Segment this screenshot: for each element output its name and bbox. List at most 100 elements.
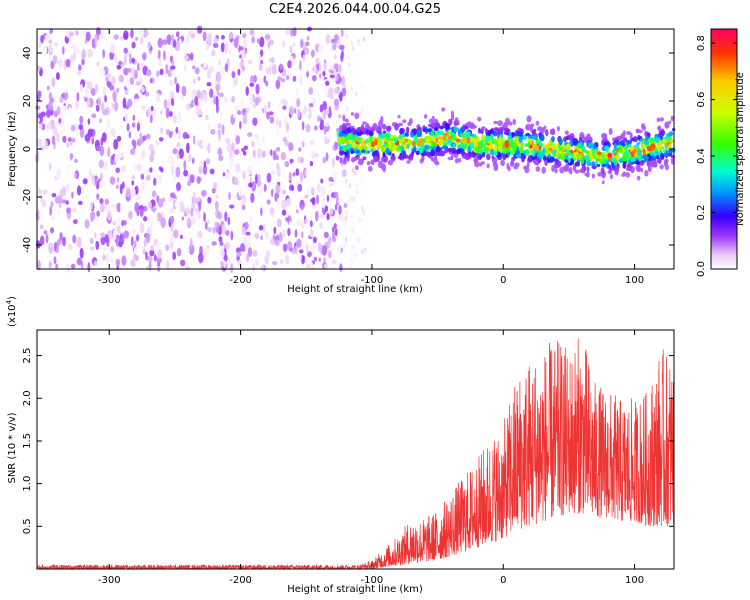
spectrogram-noise-cell [354,170,357,176]
spectrogram-noise-cell [145,36,151,43]
spectrogram-noise-cell [265,230,269,239]
spectrogram-signal-cell [360,149,366,154]
spectrogram-signal-cell [452,143,456,149]
spectrogram-signal-cell [461,136,467,144]
spectrogram-noise-cell [143,216,148,222]
spectrogram-noise-cell [107,117,110,128]
spectrogram-signal-cell [564,130,569,135]
x-tick-label: 0 [500,575,506,586]
spectrogram-noise-cell [46,122,52,131]
spectrogram-signal-cell [630,151,635,158]
spectrogram-signal-cell [399,139,404,145]
spectrogram-noise-cell [50,215,56,221]
spectrogram-signal-cell [647,166,652,171]
spectrogram-noise-cell [205,114,209,121]
spectrogram-noise-cell [53,256,57,265]
spectrogram-signal-cell [664,164,670,171]
spectrogram-noise-cell [296,219,302,226]
spectrogram-signal-cell [385,125,392,132]
spectrogram-signal-cell [611,167,618,171]
spectrogram-signal-cell [616,156,620,161]
spectrogram-signal-cell [518,136,523,143]
spectrogram-noise-cell [249,75,255,84]
spectrogram-noise-cell [282,40,286,47]
spectrogram-noise-cell [211,49,216,57]
spectrogram-noise-cell [105,204,110,214]
spectrogram-signal-cell [603,145,610,152]
spectrogram-signal-cell [380,145,384,153]
spectrogram-noise-cell [357,100,360,106]
spectrogram-noise-cell [125,78,130,90]
spectrogram-noise-cell [157,248,162,259]
spectrogram-noise-cell [330,38,336,44]
spectrogram-noise-cell [209,168,215,175]
colorbar-gradient [710,28,738,270]
x-tick-label: -300 [98,275,121,286]
x-tick-label: -100 [361,275,384,286]
spectrogram-noise-cell [241,209,247,218]
spectrogram-signal-cell [607,170,613,175]
spectrogram-noise-cell [271,63,277,75]
spectrogram-noise-cell [179,234,184,240]
spectrogram-signal-cell [373,155,378,163]
spectrogram-noise-cell [206,68,212,80]
x-tick-label: -200 [229,275,252,286]
spectrogram-signal-cell [431,115,435,123]
spectrogram-noise-cell [102,109,108,116]
spectrogram-signal-cell [493,120,498,125]
spectrogram-noise-cell [91,38,96,49]
spectrogram-noise-cell [62,135,67,143]
spectrogram-noise-cell [112,90,117,102]
spectrogram-noise-cell [73,51,76,61]
spectrogram-noise-cell [163,50,166,61]
spectrogram-noise-cell [319,104,324,113]
spectrogram-noise-cell [99,179,106,188]
spectrogram-signal-cell [435,146,441,153]
spectrogram-signal-cell [383,142,387,148]
spectrogram-noise-cell [147,41,152,50]
spectrogram-noise-cell [112,230,117,241]
spectrogram-noise-cell [273,226,277,235]
spectrogram-noise-cell [265,80,269,87]
y-tick-label: 2.5 [22,348,33,364]
spectrogram-noise-cell [325,138,331,143]
spectrogram-noise-cell [113,34,120,40]
spectrogram-signal-cell [618,147,623,153]
spectrogram-noise-cell [113,138,119,150]
spectrogram-noise-cell [295,168,300,177]
spectrogram-noise-cell [349,257,352,263]
spectrogram-signal-cell [406,143,410,149]
spectrogram-noise-cell [321,199,327,209]
spectrogram-noise-cell [300,231,304,239]
spectrogram-noise-cell [192,60,198,67]
spectrogram-noise-cell [229,204,235,209]
spectrogram-signal-cell [453,153,459,158]
spectrogram-noise-cell [244,221,249,230]
spectrogram-noise-cell [206,220,210,225]
spectrogram-noise-cell [350,204,354,210]
spectrogram-noise-cell [86,97,91,109]
spectrogram-signal-cell [514,150,521,155]
spectrogram-noise-cell [354,253,357,259]
spectrogram-noise-cell [224,211,228,222]
spectrogram-signal-cell [440,150,446,157]
spectrogram-noise-cell [231,142,235,151]
spectrogram-signal-cell [434,154,438,161]
snr-x-label: Height of straight line (km) [287,584,423,595]
y-tick-label: 1.5 [22,433,33,449]
spectrogram-signal-cell [608,127,613,135]
y-tick-label: 0 [22,146,33,152]
spectrogram-signal-cell [589,155,594,161]
spectrogram-noise-cell [304,194,309,199]
spectrogram-noise-cell [157,174,163,184]
spectrogram-signal-cell [531,149,536,157]
spectrogram-noise-cell [299,60,302,71]
figure-title: C2E4.2026.044.00.04.G25 [269,2,441,17]
spectrogram-noise-cell [248,95,254,103]
spectrogram-signal-cell [636,175,641,181]
spectrogram-noise-cell [277,131,281,138]
spectrogram-noise-cell [84,89,90,99]
spectrogram-noise-cell [166,34,172,45]
spectrogram-noise-cell [147,255,153,264]
spectrogram-noise-cell [362,36,366,42]
